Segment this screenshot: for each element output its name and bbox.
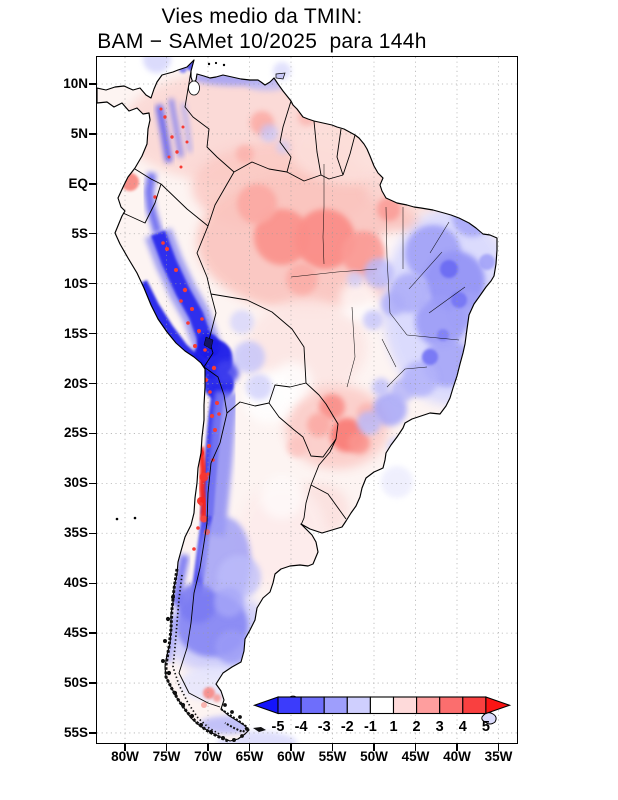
lon-tick: [165, 744, 168, 751]
lon-tick: [456, 744, 458, 751]
figure-title: Vies medio da TMIN: BAM − SAMet 10/2025 …: [0, 4, 524, 54]
lat-tick: [89, 732, 96, 734]
colorbar-segment: [346, 696, 371, 715]
lon-label-50W: 50W: [360, 749, 388, 764]
lat-tick: [89, 133, 96, 135]
lon-tick: [331, 744, 334, 751]
country-borders: [122, 70, 356, 708]
lat-tick: [89, 332, 96, 335]
lat-tick: [89, 432, 96, 435]
colorbar-tick-label: -3: [318, 719, 331, 735]
isla-de-los-estados: [253, 727, 266, 732]
lat-tick: [89, 282, 96, 285]
trinidad-island: [275, 72, 286, 80]
lon-label-55W: 55W: [318, 749, 347, 764]
colorbar-segment: [462, 696, 487, 715]
colorbar-tick-label: 3: [436, 719, 444, 735]
lat-label-EQ: EQ: [68, 175, 88, 191]
lat-label-5S: 5S: [71, 225, 88, 241]
lat-label-30S: 30S: [63, 475, 88, 491]
colorbar-tick-label: -1: [364, 719, 377, 735]
lat-tick: [89, 632, 96, 634]
state-borders: [290, 164, 466, 388]
lat-label-10N: 10N: [63, 76, 88, 91]
lon-tick: [207, 744, 209, 751]
lat-label-20S: 20S: [63, 375, 88, 391]
lat-tick: [89, 482, 96, 485]
lon-label-70W: 70W: [194, 749, 222, 764]
lat-label-10S: 10S: [63, 275, 88, 291]
lat-label-15S: 15S: [63, 325, 88, 341]
lon-tick: [290, 744, 292, 751]
lon-tick: [248, 744, 251, 751]
south-america-map: [97, 57, 517, 743]
lat-tick: [89, 532, 96, 534]
colorbar-segment: [439, 696, 464, 715]
lat-tick: [89, 233, 96, 235]
colorbar-segment: [416, 696, 441, 715]
lat-label-45S: 45S: [63, 625, 88, 641]
title-line-2: BAM − SAMet 10/2025 para 144h: [97, 30, 427, 53]
lon-label-75W: 75W: [152, 749, 181, 764]
colorbar-segment: [300, 696, 325, 715]
colorbar-tick-label: -4: [295, 719, 308, 735]
colorbar-tick-label: 2: [413, 719, 421, 735]
lon-label-80W: 80W: [111, 749, 139, 764]
lon-tick: [373, 744, 375, 751]
lat-tick: [89, 83, 96, 85]
lon-label-35W: 35W: [484, 749, 513, 764]
lat-label-40S: 40S: [63, 575, 88, 591]
lat-label-50S: 50S: [63, 675, 88, 691]
lon-tick: [414, 744, 417, 751]
lat-label-35S: 35S: [63, 525, 88, 541]
graticule: [97, 57, 517, 743]
lat-label-55S: 55S: [63, 724, 88, 740]
lat-label-5N: 5N: [70, 125, 88, 141]
map-frame: [96, 56, 518, 744]
lake-titicaca: [203, 336, 214, 350]
colorbar-segment: [369, 696, 395, 715]
lon-label-40W: 40W: [443, 749, 471, 764]
title-line-1: Vies medio da TMIN:: [161, 5, 363, 28]
lon-label-65W: 65W: [235, 749, 264, 764]
colorbar-tick-label: 5: [482, 719, 490, 735]
colorbar-tick-label: 1: [389, 719, 397, 735]
fjord-speckles: [161, 568, 249, 743]
colorbar-segment: [323, 696, 348, 715]
lon-tick: [497, 744, 500, 751]
colorbar-arrow-right: [485, 696, 512, 715]
lon-label-60W: 60W: [277, 749, 305, 764]
colorbar-tick-label: -2: [341, 719, 354, 735]
colorbar-arrow-left: [252, 696, 279, 715]
colorbar-segment: [392, 696, 418, 715]
lat-tick: [89, 582, 96, 584]
colorbar-segment: [277, 696, 302, 715]
andes-red-speckles: [153, 107, 221, 551]
lat-tick: [89, 682, 96, 684]
lon-tick: [124, 744, 126, 751]
colorbar-legend: -5 -4 -3 -2 -1 1 2 3 4 5: [252, 696, 512, 735]
colorbar-tick-label: -5: [272, 719, 285, 735]
lat-label-25S: 25S: [63, 425, 88, 441]
colorbar-tick-label: 4: [459, 719, 467, 735]
lon-label-45W: 45W: [401, 749, 430, 764]
lakes-group: [188, 80, 214, 350]
lat-tick: [89, 382, 96, 385]
lake-maracaibo: [188, 80, 200, 96]
lat-tick: [89, 183, 96, 185]
